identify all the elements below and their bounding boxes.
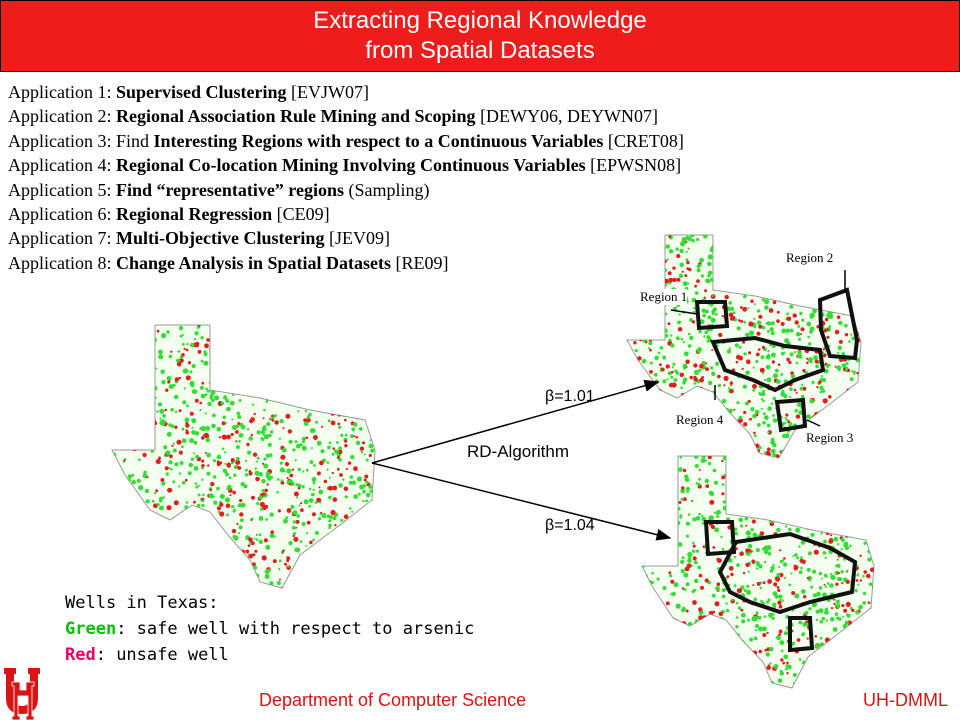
application-item: Application 4: Regional Co-location Mini… [8, 155, 682, 176]
region-1-label: Region 1 [640, 289, 688, 305]
region-2-label: Region 2 [786, 250, 834, 266]
region-2-outline [817, 287, 860, 361]
cluster-outline [703, 520, 737, 557]
result-map-bottom-svg [641, 455, 875, 689]
application-item: Application 6: Regional Regression [CE09… [8, 204, 330, 225]
application-item: Application 7: Multi-Objective Clusterin… [8, 228, 390, 249]
region-3-outline [774, 397, 808, 433]
slide-title-line1: Extracting Regional Knowledge [313, 7, 647, 34]
application-item: Application 2: Regional Association Rule… [8, 106, 659, 127]
region-3-label: Region 3 [806, 430, 854, 446]
cluster-outline [788, 616, 815, 653]
region-4-outline [710, 335, 826, 393]
slide-title-bar: Extracting Regional Knowledge from Spati… [0, 0, 960, 72]
legend-green-row: Green: safe well with respect to arsenic [65, 619, 475, 639]
footer-lab: UH-DMML [863, 690, 948, 710]
application-item: Application 8: Change Analysis in Spatia… [8, 252, 449, 273]
result-map-beta-1-04 [640, 452, 880, 690]
slide-title-line2: from Spatial Datasets [365, 37, 595, 64]
application-item: Application 3: Find Interesting Regions … [8, 130, 684, 151]
legend-red-word: Red [65, 645, 96, 665]
legend-green-word: Green [65, 619, 117, 639]
legend-red-row: Red: unsafe well [65, 645, 229, 665]
application-item: Application 5: Find “representative” reg… [8, 179, 430, 200]
region-1-outline [694, 300, 730, 331]
footer-department: Department of Computer Science [259, 690, 527, 710]
texas-wells-map [110, 320, 380, 590]
beta-top-label: β=1.01 [545, 388, 595, 405]
beta-bottom-label: β=1.04 [545, 517, 595, 534]
algorithm-label: RD-Algorithm [467, 442, 570, 461]
application-list: Application 1: Supervised Clustering [EV… [8, 80, 938, 275]
uh-logo-icon [4, 668, 40, 720]
legend-heading: Wells in Texas: [65, 593, 219, 613]
texas-wells-map-svg [111, 324, 376, 589]
cluster-outline [717, 531, 858, 615]
application-item: Application 1: Supervised Clustering [EV… [8, 82, 369, 102]
algorithm-arrows [371, 379, 672, 541]
region-4-label: Region 4 [676, 412, 724, 428]
legend: Wells in Texas: Green: safe well with re… [65, 590, 474, 668]
